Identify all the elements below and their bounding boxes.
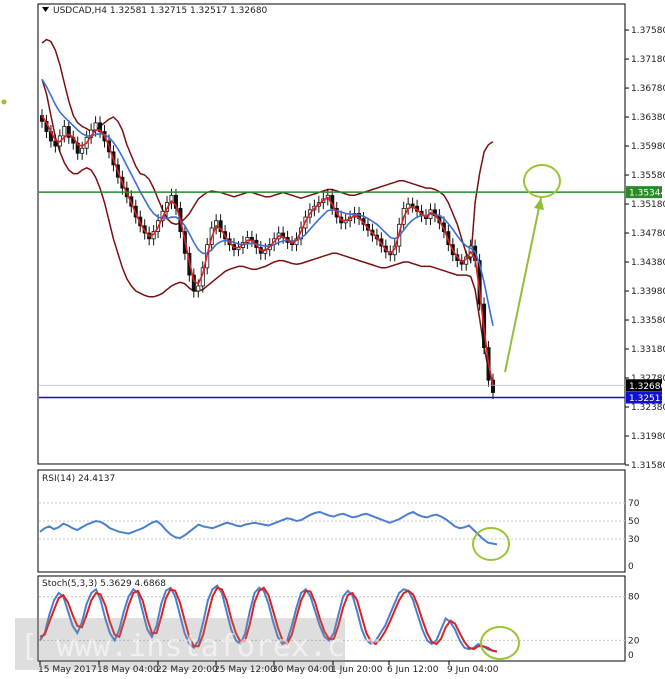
stoch-tick-label: 80 <box>628 593 640 603</box>
y-tick-label: 1.36380 <box>631 113 665 123</box>
candle-body <box>173 194 178 209</box>
price-pane: USDCAD,H4 1.32581 1.32715 1.32517 1.3268… <box>37 3 665 471</box>
x-tick-label: 15 May 2017 <box>38 665 97 675</box>
candle-body <box>93 122 98 131</box>
moving-averages <box>41 78 494 386</box>
stoch-main-line <box>39 584 498 653</box>
current-price-label: 1.32680 <box>629 382 665 392</box>
candle-body <box>410 203 415 207</box>
watermark-box <box>15 618 345 670</box>
candle-body <box>490 379 495 393</box>
target-circle <box>523 164 561 198</box>
y-tick-label: 1.35580 <box>631 171 665 181</box>
y-tick-label: 1.34780 <box>631 229 665 239</box>
ma-slow-line <box>41 78 494 326</box>
stoch-signal-line <box>39 586 498 653</box>
rsi-axis: 70 50 30 0 <box>39 499 640 572</box>
y-tick-label: 1.31980 <box>631 432 665 442</box>
side-dot <box>1 99 7 105</box>
y-tick-label: 1.31580 <box>631 461 665 471</box>
rsi-pane: RSI(14) 24.4137 70 50 30 0 <box>37 469 640 573</box>
rsi-series <box>39 510 498 546</box>
support-price-box <box>626 391 662 404</box>
x-tick-label: 30 May 04:00 <box>272 665 334 675</box>
y-tick-label: 1.35180 <box>631 200 665 210</box>
symbol-header: USDCAD,H4 1.32581 1.32715 1.32517 1.3268… <box>53 6 268 16</box>
stoch-oversold-circle <box>480 626 520 660</box>
candle-body <box>98 122 103 132</box>
y-tick-label: 1.36780 <box>631 84 665 94</box>
resistance-price-label: 1.35344 <box>629 189 665 199</box>
rsi-tick-label: 0 <box>628 562 634 572</box>
stochastic-lines <box>39 584 498 653</box>
x-tick-label: 9 Jun 04:00 <box>447 665 499 675</box>
y-tick-label: 1.35980 <box>631 142 665 152</box>
candle-body <box>80 147 85 154</box>
ma-fast-line <box>41 115 494 386</box>
y-tick-label: 1.32380 <box>631 403 665 413</box>
stoch-header: Stoch(5,3,3) 5.3629 4.6868 <box>42 579 166 589</box>
candle-body <box>66 126 71 138</box>
stoch-tick-label: 20 <box>628 636 640 646</box>
candle-body <box>214 220 219 229</box>
resistance-price-box <box>626 186 662 199</box>
rsi-tick-label: 50 <box>628 517 640 527</box>
candle-body <box>218 220 223 232</box>
x-tick-label: 1 Jun 20:00 <box>331 665 383 675</box>
y-tick-label: 1.32780 <box>631 374 665 384</box>
x-tick-label: 25 May 12:00 <box>214 665 276 675</box>
rsi-tick-label: 70 <box>628 499 640 509</box>
stoch-axis: 80 20 0 <box>39 593 640 661</box>
stoch-pane: Stoch(5,3,3) 5.3629 4.6868 80 20 0 <box>37 575 640 662</box>
y-tick-label: 1.33980 <box>631 287 665 297</box>
rsi-header: RSI(14) 24.4137 <box>42 474 115 484</box>
rsi-tick-label: 30 <box>628 535 640 545</box>
x-tick-label: 18 May 04:00 <box>97 665 159 675</box>
stoch-tick-label: 0 <box>628 651 634 661</box>
bollinger-upper <box>41 38 494 263</box>
y-tick-label: 1.33580 <box>631 316 665 326</box>
horizontal-levels: 1.35344 1.32511 1.32680 <box>39 186 665 404</box>
price-axis: 1.37580 1.37180 1.36780 1.36380 1.35980 1.355… <box>625 26 665 471</box>
candle-body <box>53 140 58 147</box>
x-tick-label: 22 May 20:00 <box>156 665 218 675</box>
candle-body <box>196 285 201 292</box>
y-tick-label: 1.37580 <box>631 26 665 36</box>
y-tick-label: 1.37180 <box>631 55 665 65</box>
watermark: [ www.instaforex.com ] <box>20 629 417 664</box>
support-price-label: 1.32511 <box>629 394 665 404</box>
dropdown-triangle-icon[interactable] <box>42 7 49 12</box>
rsi-oversold-circle <box>472 527 510 561</box>
bollinger-lower <box>41 79 494 385</box>
y-tick-label: 1.34380 <box>631 258 665 268</box>
forecast-arrow <box>504 197 542 373</box>
candle-body <box>62 126 67 137</box>
bollinger-bands <box>41 38 494 385</box>
current-price-box <box>626 379 662 392</box>
candle-body <box>191 274 196 292</box>
forecast-arrow-head <box>534 198 544 210</box>
y-tick-label: 1.33180 <box>631 345 665 355</box>
rsi-line <box>39 510 498 546</box>
x-tick-label: 6 Jun 12:00 <box>387 665 439 675</box>
